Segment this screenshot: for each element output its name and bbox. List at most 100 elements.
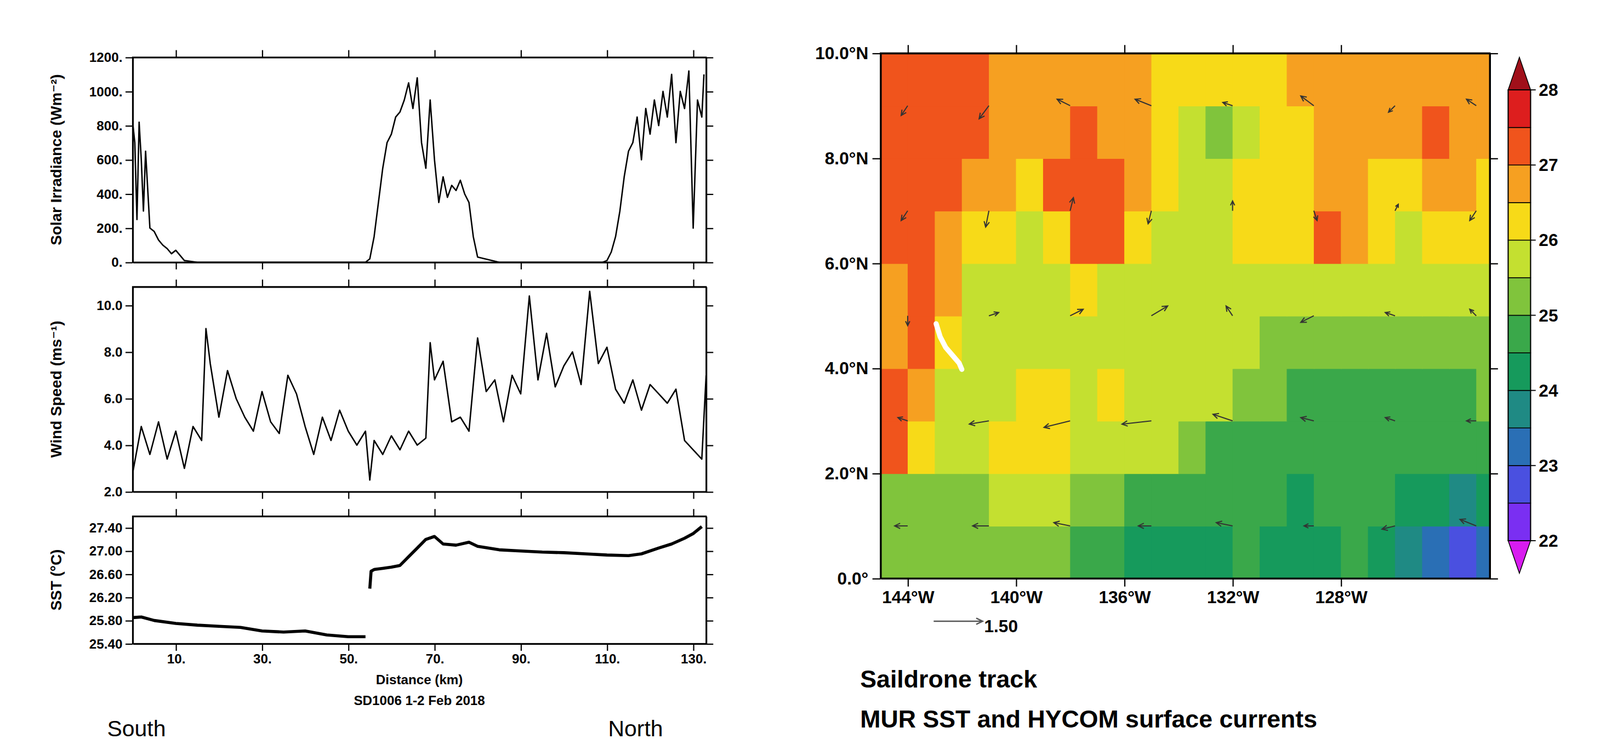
x-axis-tick-mark — [262, 644, 264, 652]
lat-axis-right-tick-mark — [1489, 473, 1499, 475]
x-axis-top-tick-mark — [606, 49, 608, 58]
lon-axis-top-tick — [1124, 44, 1126, 54]
y-axis-right-tick-mark — [705, 351, 714, 353]
x-axis-top-tick — [348, 509, 350, 517]
x-axis-tick: 30. — [253, 644, 272, 667]
lat-axis-right-tick-mark — [1489, 158, 1499, 160]
sst-cell — [1449, 315, 1478, 369]
sst-cell — [1097, 368, 1126, 422]
sst-cell — [1368, 473, 1397, 527]
y-axis-tick-mark — [125, 305, 133, 307]
colorbar-tick-label: 25 — [1538, 305, 1558, 326]
x-axis-tick — [606, 492, 608, 500]
x-axis-top-tick-mark — [348, 279, 350, 287]
sst-cell — [961, 53, 990, 107]
sst-cell — [1313, 105, 1342, 159]
current-arrow — [1069, 197, 1075, 212]
lat-axis-right-tick-mark — [1489, 53, 1499, 55]
sst-cell — [1043, 473, 1072, 527]
y-axis-tick: 1000. — [89, 84, 133, 100]
sst-cell — [1016, 211, 1045, 265]
x-axis-top-tick — [520, 49, 522, 58]
y-axis-tick-mark — [125, 620, 133, 622]
sst-cell — [1205, 263, 1234, 317]
sst-cell — [1097, 211, 1126, 265]
sst-cell — [907, 263, 936, 317]
x-axis-top-tick — [175, 509, 178, 517]
lon-axis-tick: 128°W — [1315, 578, 1368, 608]
x-axis-tick-mark — [175, 262, 177, 270]
y-axis-right — [705, 516, 714, 645]
sst-cell — [1340, 315, 1369, 369]
x-axis-tick — [348, 492, 350, 500]
y-axis-tick-mark — [125, 57, 133, 59]
lon-axis-tick-label: 136°W — [1098, 587, 1151, 608]
y-axis-right-tick — [705, 492, 714, 494]
sst-cell — [1449, 526, 1478, 579]
sst-cell — [907, 211, 936, 265]
current-arrow — [1151, 306, 1169, 317]
sst-cell — [1151, 263, 1180, 317]
x-axis-top-tick — [348, 279, 350, 287]
sst-cell — [1016, 473, 1045, 527]
y-axis-right-tick-mark — [705, 597, 714, 599]
sst-cell — [1394, 420, 1423, 475]
y-axis-right-tick-mark — [705, 445, 714, 447]
sst-cell — [1259, 420, 1288, 475]
sst-cell — [1449, 158, 1478, 212]
current-arrow — [1146, 211, 1152, 225]
plot-area — [132, 291, 706, 481]
data-line — [132, 526, 702, 637]
current-arrow — [1466, 418, 1477, 424]
sst-cell — [880, 368, 909, 422]
lat-axis-right-tick — [1489, 158, 1499, 160]
y-axis-right-tick-mark — [705, 398, 714, 400]
current-arrow — [1459, 519, 1477, 527]
colorbar-tick — [1530, 239, 1536, 241]
x-axis-top-tick — [175, 49, 178, 58]
sst-cell — [1151, 315, 1180, 369]
x-axis-top-tick — [693, 509, 695, 517]
sst-cell — [1016, 53, 1045, 107]
colorbar-band — [1507, 315, 1531, 354]
lon-axis-top-tick-mark — [907, 44, 909, 54]
sst-cell — [1205, 211, 1234, 265]
x-axis-tick — [262, 492, 264, 500]
x-axis-top-tick — [520, 509, 522, 517]
sst-cell — [1340, 473, 1369, 527]
sst-cell — [1449, 105, 1478, 159]
current-arrow — [1057, 99, 1071, 106]
plot-area — [132, 70, 704, 263]
y-axis-right-tick — [705, 57, 714, 59]
vector-key-label: 1.50 — [983, 616, 1018, 637]
lon-axis-top-tick-mark — [1124, 44, 1126, 54]
sst-cell — [1286, 211, 1315, 265]
lon-axis-top-tick — [907, 44, 909, 54]
sst-cell — [1043, 53, 1072, 107]
x-axis-top-tick-mark — [520, 49, 522, 58]
sst-cell — [1313, 211, 1342, 265]
sst-cell — [1232, 473, 1261, 527]
x-axis — [133, 262, 707, 270]
sst-cell — [961, 158, 990, 212]
sst-cell — [1124, 211, 1153, 265]
sst-cell — [988, 420, 1017, 475]
sst-cell — [1340, 526, 1369, 579]
sst-cell — [1205, 315, 1234, 369]
sst-cell — [1286, 263, 1315, 317]
sst-cell — [880, 526, 909, 579]
lat-axis-right-tick-mark — [1489, 263, 1499, 265]
sst-cell — [1421, 526, 1450, 579]
sst-cell — [1394, 315, 1423, 369]
sst-cell — [1286, 315, 1315, 369]
sst-cell — [1368, 53, 1397, 107]
colorbar-outline — [1507, 89, 1531, 542]
sst-cell — [1449, 473, 1478, 527]
y-axis-tick-label: 1200. — [89, 49, 123, 65]
sst-cell — [1394, 368, 1423, 422]
x-axis-tick-mark — [175, 644, 177, 652]
sst-cell — [934, 368, 963, 422]
y-axis-right-tick-mark — [705, 620, 714, 622]
sst-cell — [1340, 420, 1369, 475]
sst-cell — [1259, 105, 1288, 159]
